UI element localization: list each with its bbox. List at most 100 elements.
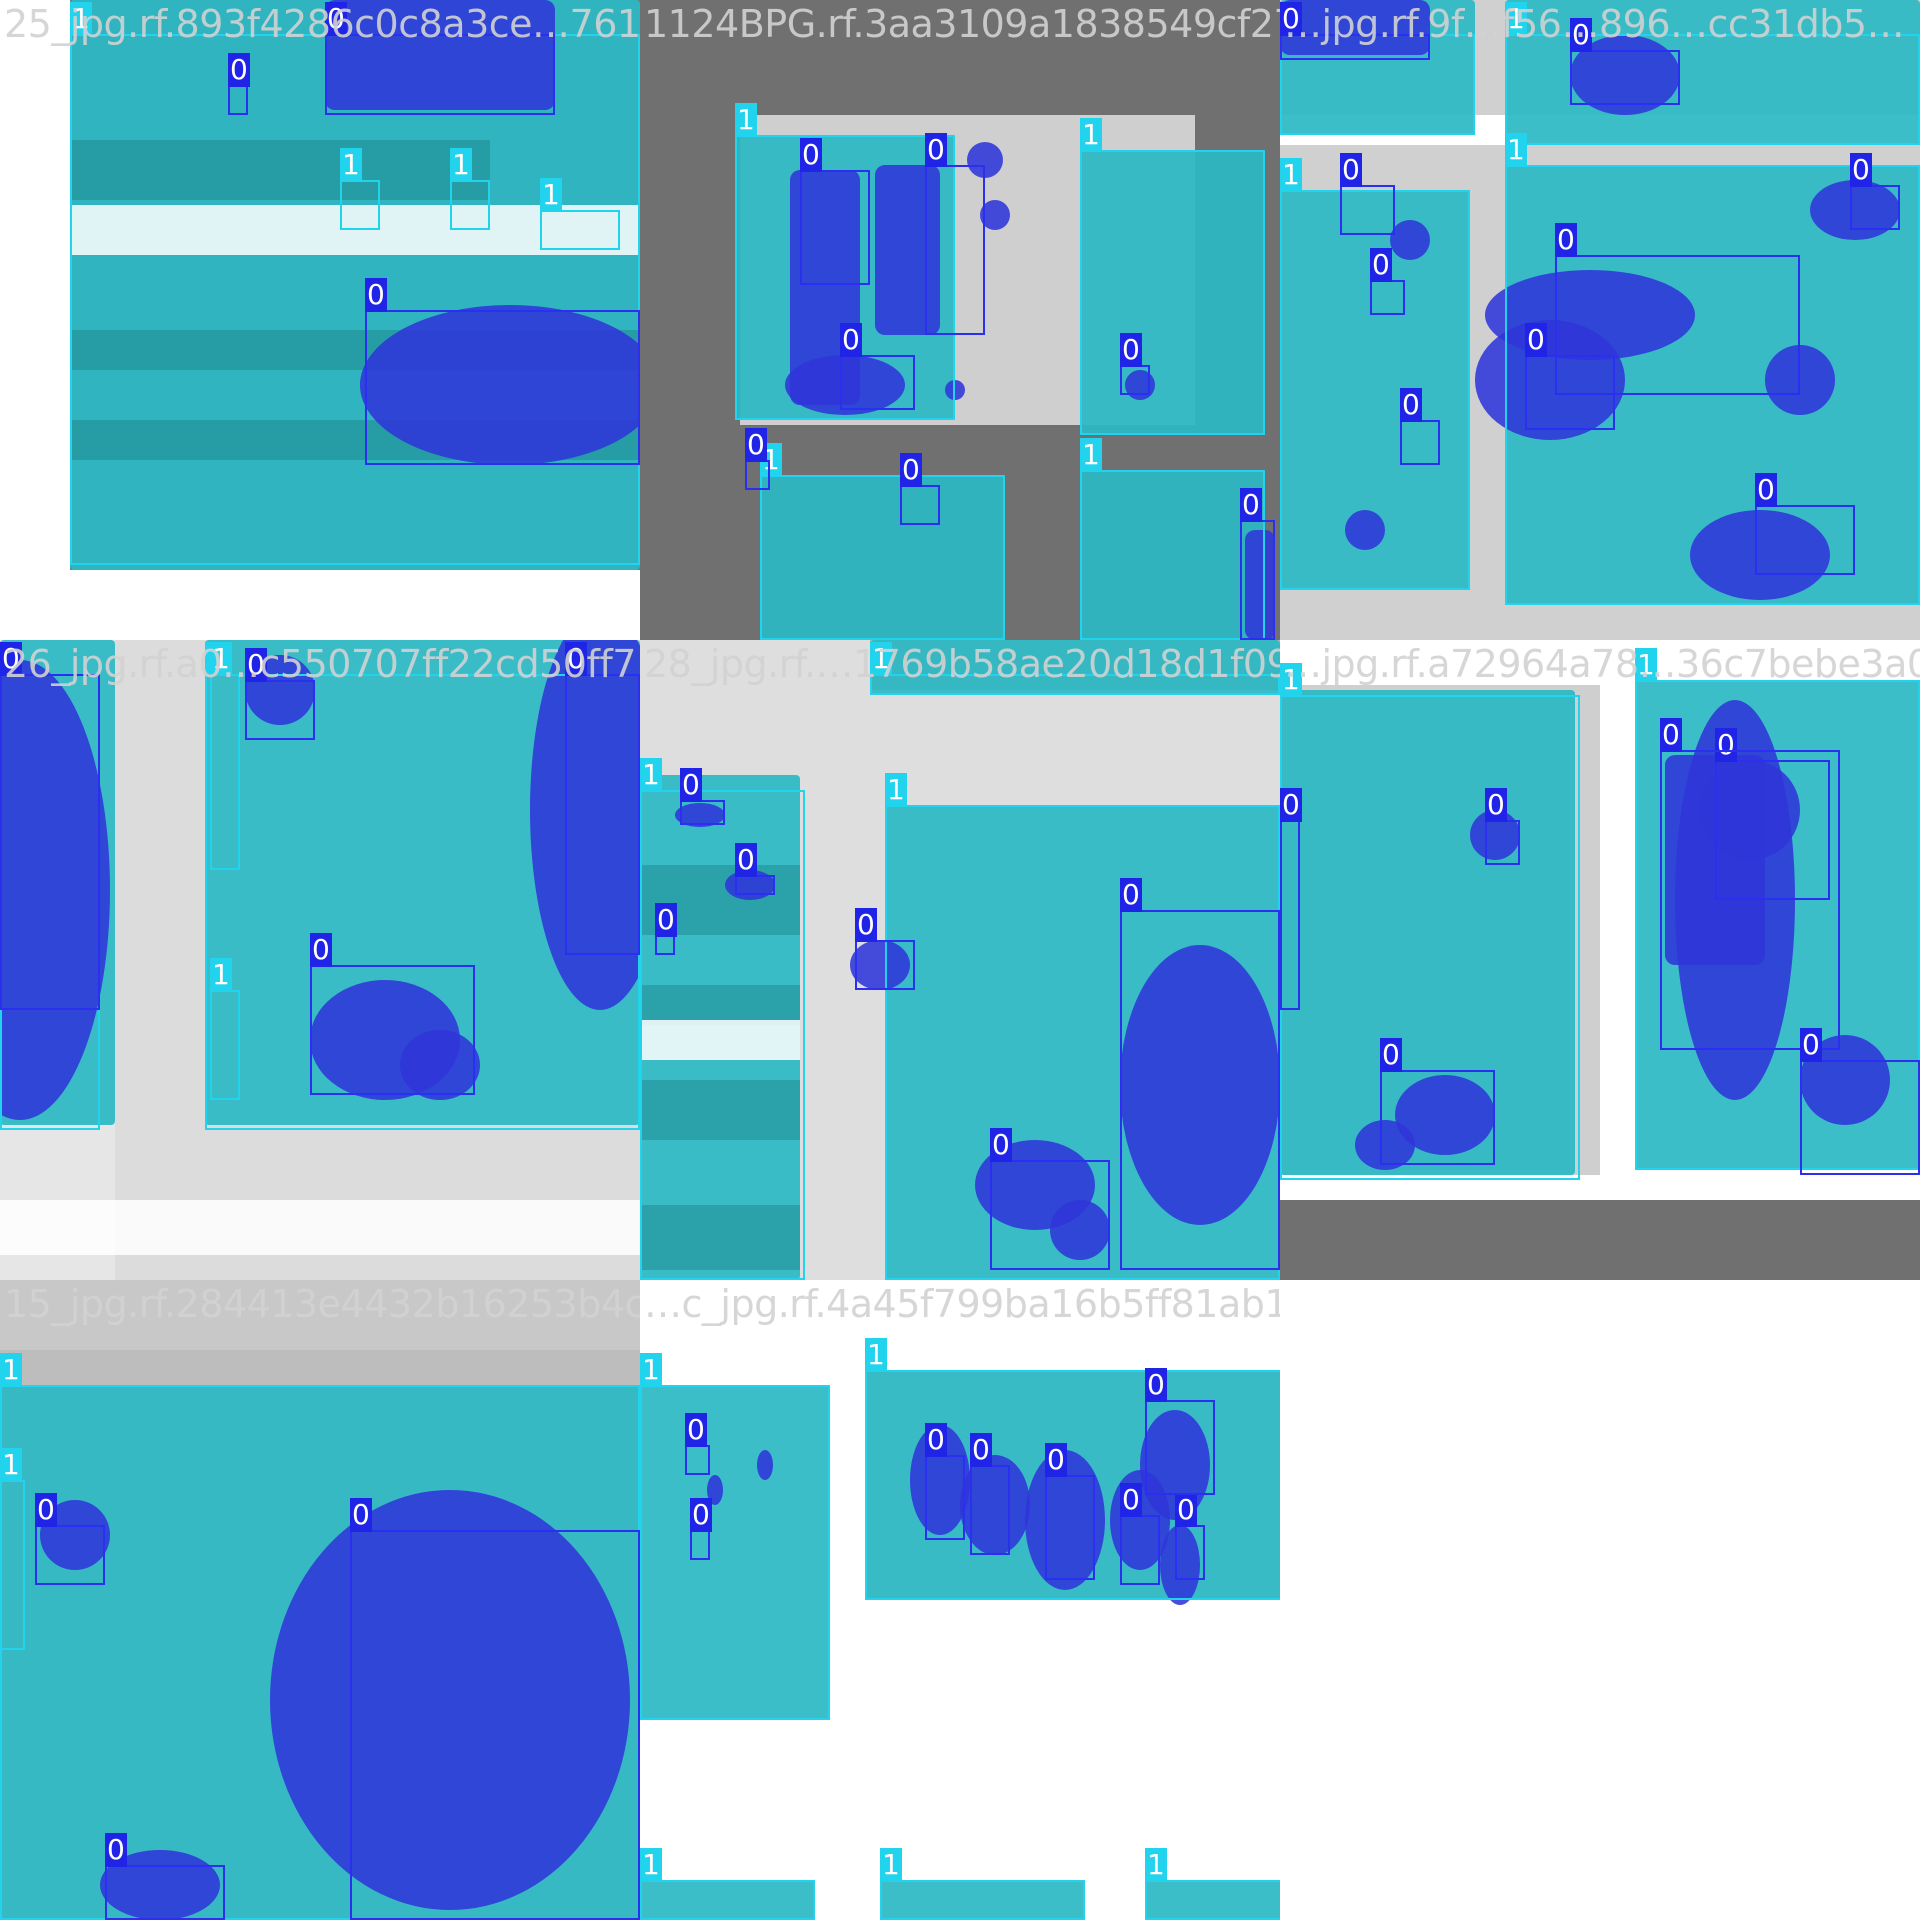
xray-scene xyxy=(640,640,1280,1280)
class0-mask xyxy=(1345,510,1385,550)
xray-scene xyxy=(1280,0,1920,605)
bounding-box: 0 xyxy=(1340,153,1395,235)
class-label: 1 xyxy=(340,148,362,182)
bounding-box: 1 xyxy=(640,1353,830,1720)
bounding-box: 1 xyxy=(640,1848,815,1920)
mosaic-tile: …jpg.rf.9f…f56…896…cc31db5… 111100000000… xyxy=(1280,0,1920,640)
class-label: 0 xyxy=(1120,1483,1142,1517)
bounding-box: 1 xyxy=(1080,438,1265,640)
xray-scene xyxy=(1280,680,1920,1280)
class0-mask xyxy=(1120,945,1280,1225)
class-label: 1 xyxy=(640,758,662,792)
class1-mask xyxy=(870,640,1280,695)
bounding-box: 0 xyxy=(925,1423,965,1540)
bounding-box: 0 xyxy=(365,278,640,465)
bounding-box: 0 xyxy=(685,1413,710,1475)
class-label: 0 xyxy=(565,642,587,676)
bounding-box: 0 xyxy=(840,323,915,410)
class-label: 0 xyxy=(1715,728,1737,762)
bounding-box: 0 xyxy=(855,908,915,990)
scene-stripe xyxy=(640,985,800,1025)
class0-mask xyxy=(1280,0,1430,55)
class-label: 0 xyxy=(1555,223,1577,257)
class0-mask xyxy=(100,1850,220,1920)
bounding-box: 0 xyxy=(1715,728,1830,900)
class0-mask xyxy=(1690,510,1830,600)
class-label: 0 xyxy=(925,133,947,167)
empty-slot xyxy=(1280,1280,1920,1920)
class0-mask xyxy=(1160,1525,1200,1605)
scene-gap xyxy=(640,1020,800,1060)
class-label: 0 xyxy=(1570,18,1592,52)
class-label: 0 xyxy=(1175,1493,1197,1527)
bounding-box: 0 xyxy=(1120,333,1150,395)
class0-mask xyxy=(1125,370,1155,400)
bounding-box: 0 xyxy=(228,53,250,115)
class-label: 1 xyxy=(0,1448,22,1482)
bounding-box: 0 xyxy=(1400,388,1440,465)
class-label: 1 xyxy=(210,642,232,676)
class-label: 1 xyxy=(1635,648,1657,682)
xray-scene xyxy=(70,0,640,570)
class-label: 0 xyxy=(655,903,677,937)
bounding-box: 0 xyxy=(1380,1038,1495,1165)
class-label: 1 xyxy=(1080,118,1102,152)
bounding-box: 1 xyxy=(1635,648,1920,1170)
class0-mask xyxy=(1470,810,1520,860)
class-label: 0 xyxy=(1485,788,1507,822)
class-label: 0 xyxy=(1120,878,1142,912)
class-label: 1 xyxy=(640,1848,662,1882)
bounding-box: 0 xyxy=(350,1498,640,1920)
bounding-box: 0 xyxy=(1175,1493,1205,1580)
bounding-box: 0 xyxy=(1800,1028,1920,1175)
class-label: 0 xyxy=(1525,323,1547,357)
class0-mask xyxy=(980,200,1010,230)
bounding-box: 0 xyxy=(310,933,475,1095)
class-label: 1 xyxy=(1145,1848,1167,1882)
class1-mask xyxy=(760,475,1005,640)
class-label: 1 xyxy=(70,2,92,36)
bounding-box: 0 xyxy=(735,843,775,895)
scene-gap xyxy=(70,205,640,255)
bounding-box: 0 xyxy=(325,2,555,115)
bounding-box: 0 xyxy=(970,1433,1010,1555)
class0-mask xyxy=(0,660,110,1120)
class-label: 0 xyxy=(1240,488,1262,522)
class-label: 1 xyxy=(540,178,562,212)
bounding-box: 0 xyxy=(1120,878,1280,1270)
class-label: 0 xyxy=(310,933,332,967)
class-label: 1 xyxy=(1080,438,1102,472)
bounding-box: 0 xyxy=(800,138,870,285)
bounding-box: 0 xyxy=(925,133,985,335)
class0-mask xyxy=(725,870,775,900)
bounding-box: 0 xyxy=(245,648,315,740)
class-label: 0 xyxy=(1755,473,1777,507)
class-label: 1 xyxy=(1280,663,1302,697)
bounding-box: 0 xyxy=(0,642,100,1010)
bounding-box: 1 xyxy=(1505,133,1920,605)
class0-mask xyxy=(850,940,910,990)
class0-mask xyxy=(1765,345,1835,415)
class0-mask xyxy=(967,142,1003,178)
class-label: 0 xyxy=(0,642,22,676)
scene-gap xyxy=(0,1200,640,1255)
bounding-box: 0 xyxy=(1045,1443,1095,1580)
bounding-box: 0 xyxy=(1240,488,1275,640)
mosaic-tile: 28_jpg.rf.…1769b58ae20d18d1f09d0… 111000… xyxy=(640,640,1280,1280)
class1-mask xyxy=(1280,190,1470,590)
bounding-box: 1 xyxy=(1505,2,1920,145)
class-label: 0 xyxy=(1380,1038,1402,1072)
bounding-box: 1 xyxy=(450,148,490,230)
class-label: 0 xyxy=(900,453,922,487)
bounding-box: 0 xyxy=(900,453,940,525)
bounding-box: 1 xyxy=(340,148,380,230)
bounding-box: 1 xyxy=(880,1848,1085,1920)
scene-stripe xyxy=(640,1205,800,1270)
class-label: 1 xyxy=(735,103,757,137)
bounding-box: 1 xyxy=(0,1448,25,1650)
